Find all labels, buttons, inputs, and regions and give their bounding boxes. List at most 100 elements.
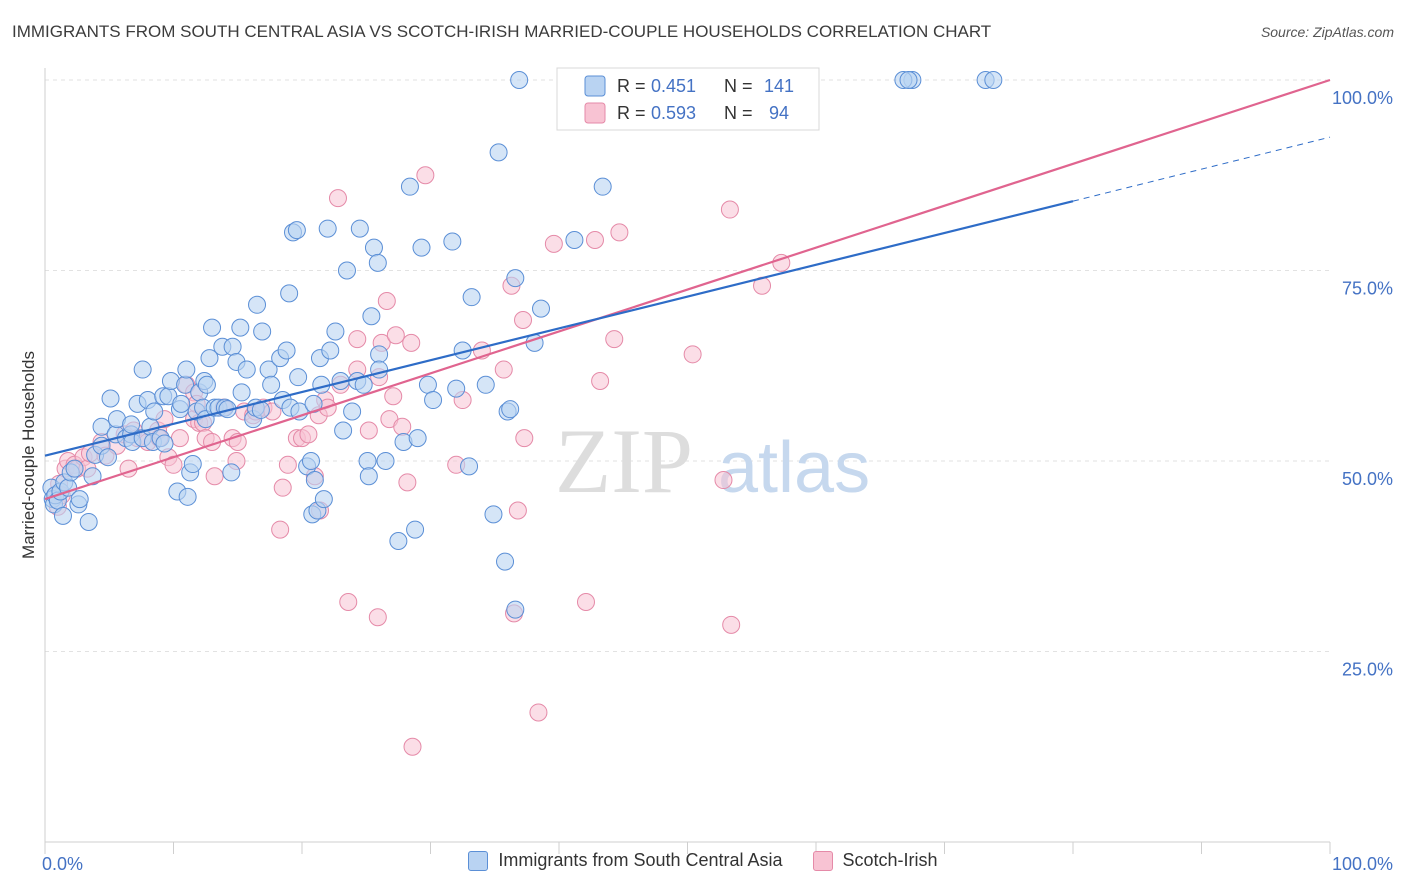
data-point-south-central-asia: [337, 261, 356, 280]
data-point-south-central-asia: [343, 402, 362, 421]
data-point-south-central-asia: [359, 467, 378, 486]
data-point-south-central-asia: [287, 221, 306, 240]
data-point-south-central-asia: [237, 360, 256, 379]
data-point-scotch-irish: [610, 223, 629, 242]
data-point-south-central-asia: [277, 341, 296, 360]
data-point-south-central-asia: [65, 459, 84, 478]
bottom-legend: Immigrants from South Central Asia Scotc…: [0, 850, 1406, 871]
data-point-south-central-asia: [484, 505, 503, 524]
data-point-south-central-asia: [98, 448, 117, 467]
data-point-south-central-asia: [565, 231, 584, 250]
data-point-south-central-asia: [408, 429, 427, 448]
data-point-scotch-irish: [494, 360, 513, 379]
data-point-south-central-asia: [79, 512, 98, 531]
legend-label: Immigrants from South Central Asia: [498, 850, 783, 870]
data-point-scotch-irish: [402, 333, 421, 352]
data-point-south-central-asia: [489, 143, 508, 162]
data-point-scotch-irish: [508, 501, 527, 520]
data-point-scotch-irish: [368, 608, 387, 627]
data-point-scotch-irish: [605, 330, 624, 349]
data-point-south-central-asia: [223, 337, 242, 356]
data-point-south-central-asia: [101, 389, 120, 408]
data-point-south-central-asia: [418, 375, 437, 394]
data-point-south-central-asia: [122, 415, 141, 434]
bottom-legend-item-scotch-irish[interactable]: Scotch-Irish: [812, 850, 938, 871]
data-point-south-central-asia: [197, 375, 216, 394]
legend-r-value: 0.593: [651, 103, 696, 123]
data-point-scotch-irish: [359, 421, 378, 440]
legend-n-label: N =: [724, 76, 753, 96]
data-point-scotch-irish: [170, 429, 189, 448]
legend-label: Scotch-Irish: [842, 850, 938, 870]
x-tick-label: 100.0%: [1332, 854, 1393, 874]
data-point-scotch-irish: [273, 478, 292, 497]
data-point-south-central-asia: [412, 238, 431, 257]
data-point-south-central-asia: [362, 307, 381, 326]
data-point-scotch-irish: [339, 592, 358, 611]
legend-n-value: 141: [764, 76, 794, 96]
data-point-south-central-asia: [70, 490, 89, 509]
data-point-south-central-asia: [200, 349, 219, 368]
data-point-scotch-irish: [576, 592, 595, 611]
data-point-scotch-irish: [683, 345, 702, 364]
y-tick-label: 100.0%: [1332, 88, 1393, 108]
data-point-south-central-asia: [506, 269, 525, 288]
series-south-central-asia-points: [42, 71, 1003, 619]
data-point-south-central-asia: [406, 520, 425, 539]
data-point-south-central-asia: [358, 452, 377, 470]
data-point-scotch-irish: [403, 737, 422, 756]
data-point-scotch-irish: [398, 473, 417, 492]
y-tick-label: 25.0%: [1342, 660, 1393, 680]
data-point-scotch-irish: [585, 231, 604, 250]
data-point-south-central-asia: [506, 600, 525, 619]
data-point-south-central-asia: [222, 463, 241, 482]
legend-r-label: R =: [617, 103, 646, 123]
data-point-south-central-asia: [400, 177, 419, 196]
data-point-south-central-asia: [476, 375, 495, 394]
data-point-south-central-asia: [232, 383, 251, 402]
data-point-south-central-asia: [289, 368, 308, 387]
data-point-scotch-irish: [544, 234, 563, 253]
y-tick-labels: 25.0% 50.0% 75.0% 100.0%: [1332, 88, 1393, 680]
data-point-south-central-asia: [248, 295, 267, 314]
data-point-scotch-irish: [278, 455, 297, 474]
data-point-south-central-asia: [368, 253, 387, 272]
data-point-scotch-irish: [377, 291, 396, 310]
data-point-scotch-irish: [714, 471, 733, 490]
data-point-south-central-asia: [53, 506, 72, 525]
y-tick-label: 75.0%: [1342, 279, 1393, 299]
data-point-scotch-irish: [271, 520, 290, 539]
data-point-south-central-asia: [155, 434, 174, 453]
data-point-south-central-asia: [326, 322, 345, 341]
data-point-south-central-asia: [133, 360, 152, 379]
data-point-south-central-asia: [183, 455, 202, 474]
x-tick-label: 0.0%: [42, 854, 83, 874]
data-point-south-central-asia: [318, 219, 337, 238]
data-point-south-central-asia: [593, 177, 612, 196]
watermark-zip: ZIP: [555, 410, 693, 512]
y-axis-label: Married-couple Households: [19, 351, 38, 559]
data-point-south-central-asia: [178, 487, 197, 506]
x-tick-labels: 0.0% 100.0%: [42, 854, 1393, 874]
data-point-scotch-irish: [205, 467, 224, 486]
data-point-south-central-asia: [301, 452, 320, 470]
bottom-legend-item-south-central-asia[interactable]: Immigrants from South Central Asia: [468, 850, 783, 871]
data-point-south-central-asia: [172, 394, 191, 413]
data-point-south-central-asia: [253, 322, 272, 341]
data-point-south-central-asia: [203, 318, 222, 337]
data-point-scotch-irish: [515, 429, 534, 448]
data-point-south-central-asia: [231, 318, 250, 337]
data-point-south-central-asia: [532, 299, 551, 318]
legend-n-label: N =: [724, 103, 753, 123]
data-point-south-central-asia: [496, 552, 515, 571]
trend-line-scotch-irish: [44, 78, 1331, 501]
data-point-south-central-asia: [501, 400, 520, 419]
legend-r-label: R =: [617, 76, 646, 96]
legend-n-value: 94: [769, 103, 789, 123]
data-point-south-central-asia: [364, 238, 383, 257]
data-point-south-central-asia: [177, 360, 196, 379]
legend-swatch-blue: [468, 850, 489, 871]
data-point-south-central-asia: [376, 452, 395, 470]
data-point-scotch-irish: [384, 387, 403, 406]
